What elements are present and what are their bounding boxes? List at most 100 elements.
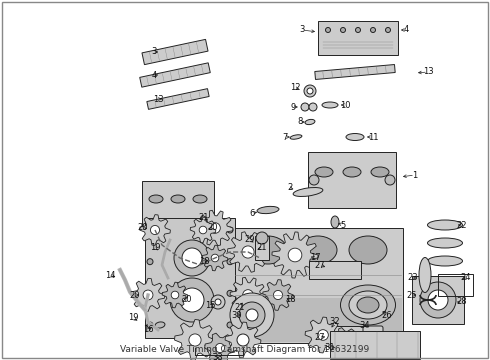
Circle shape [171,291,179,299]
Circle shape [385,175,395,185]
Circle shape [307,88,313,94]
Bar [255,236,269,260]
Polygon shape [272,232,318,278]
Text: 15: 15 [205,302,215,310]
Polygon shape [197,210,233,246]
Text: 16: 16 [143,325,153,334]
Circle shape [256,232,268,244]
Circle shape [386,27,391,32]
Text: 19: 19 [150,243,160,252]
Polygon shape [230,277,266,313]
Ellipse shape [357,297,379,313]
Circle shape [325,27,330,32]
Text: 21: 21 [235,302,245,311]
Ellipse shape [427,220,463,230]
Polygon shape [305,317,341,353]
Text: 12: 12 [290,84,300,93]
Circle shape [239,302,265,328]
Text: 11: 11 [368,132,378,141]
Circle shape [304,85,316,97]
Bar [314,326,366,344]
Text: 9: 9 [291,103,295,112]
Ellipse shape [193,195,207,203]
Circle shape [246,309,258,321]
Bar [315,64,395,80]
Circle shape [341,27,345,32]
Ellipse shape [293,188,323,197]
Ellipse shape [349,291,387,319]
Bar [330,331,420,359]
Text: 18: 18 [285,296,295,305]
Text: 25: 25 [407,291,417,300]
Text: 26: 26 [382,310,392,320]
Text: 31: 31 [325,343,335,352]
Text: 23: 23 [408,274,418,283]
Circle shape [180,288,204,312]
Text: 34: 34 [360,320,370,329]
Polygon shape [140,215,171,246]
Ellipse shape [427,238,463,248]
Ellipse shape [341,285,395,325]
Text: 2: 2 [287,184,293,193]
Polygon shape [162,282,188,308]
Bar [412,276,464,324]
Circle shape [227,259,233,265]
Text: 3: 3 [151,48,157,57]
Bar [438,274,472,296]
Circle shape [150,225,160,235]
Circle shape [318,330,328,340]
Ellipse shape [171,195,185,203]
Text: 10: 10 [340,100,350,109]
Ellipse shape [343,167,361,177]
Polygon shape [227,232,269,272]
Ellipse shape [315,167,333,177]
Text: 19: 19 [128,314,138,323]
Circle shape [230,293,274,337]
Text: 21: 21 [257,243,267,252]
Circle shape [211,295,225,309]
Text: 5: 5 [341,220,345,230]
Text: 29: 29 [245,235,255,244]
Circle shape [147,227,153,233]
Text: 13: 13 [153,94,163,104]
Circle shape [341,336,349,344]
Ellipse shape [299,236,337,264]
Circle shape [182,248,202,268]
Text: 1: 1 [413,171,417,180]
Text: 14: 14 [105,270,115,279]
Text: 17: 17 [310,253,320,262]
Circle shape [170,278,214,322]
Text: 28: 28 [457,297,467,306]
Text: 4: 4 [403,26,409,35]
Text: 13: 13 [423,68,433,77]
Text: 32: 32 [330,318,341,327]
Text: 20: 20 [130,291,140,300]
Text: 18: 18 [198,257,209,266]
Text: 6: 6 [249,208,255,217]
Circle shape [174,240,210,276]
Bar [308,152,396,208]
Circle shape [301,103,309,111]
Bar [142,181,214,229]
Text: 3: 3 [299,26,305,35]
Ellipse shape [155,322,165,328]
Text: 33: 33 [213,354,223,360]
Circle shape [216,343,224,352]
Bar [318,21,398,55]
Ellipse shape [322,102,338,108]
Bar [233,228,403,342]
Text: 20: 20 [182,296,192,305]
Circle shape [227,290,233,296]
Circle shape [242,246,254,258]
Text: 27: 27 [315,261,325,270]
Polygon shape [174,320,216,360]
Polygon shape [332,328,358,352]
Circle shape [237,334,249,346]
Ellipse shape [427,256,463,266]
Ellipse shape [290,135,302,139]
Text: 22: 22 [457,220,467,230]
Circle shape [428,290,448,310]
Polygon shape [131,278,165,312]
Text: 7: 7 [282,132,288,141]
Circle shape [143,290,153,300]
